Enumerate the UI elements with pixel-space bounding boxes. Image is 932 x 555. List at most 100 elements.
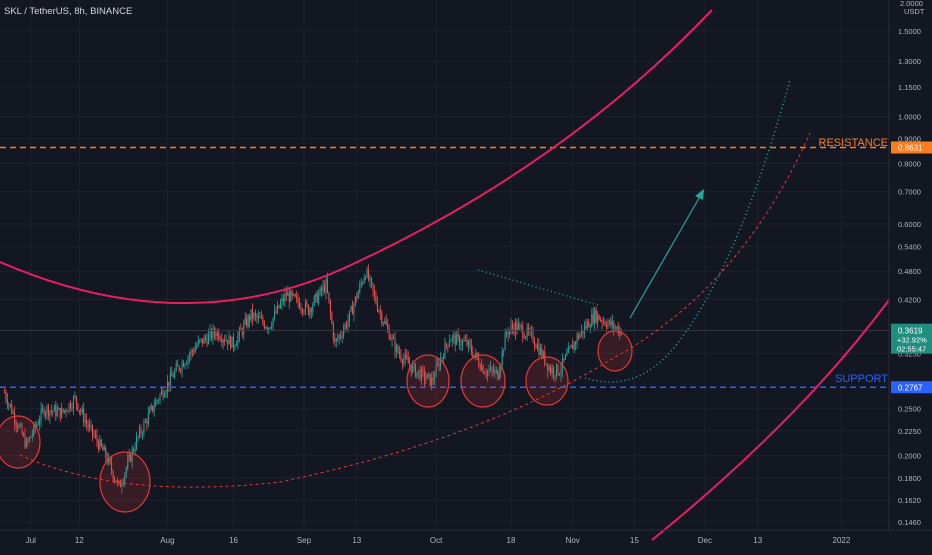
candle-body [171, 373, 173, 377]
candle-body [312, 305, 314, 312]
candle-body [391, 337, 393, 340]
candle-body [462, 340, 464, 345]
x-tick-label: Nov [566, 536, 580, 545]
candle-body [5, 392, 7, 400]
lower-arc [651, 299, 890, 541]
candle-body [395, 346, 397, 352]
candle-body [558, 374, 560, 376]
candle-body [331, 313, 333, 324]
candle-body [326, 279, 328, 293]
x-tick-label: Aug [160, 536, 174, 545]
candle-body [213, 328, 215, 334]
candle-body [130, 454, 132, 462]
candle-body [203, 336, 205, 344]
candle-body [403, 358, 405, 364]
candle-body [246, 318, 248, 327]
candle-body [444, 343, 446, 359]
candle-body [322, 285, 324, 291]
candle-body [136, 436, 138, 449]
candle-body [363, 278, 365, 283]
candle-body [122, 481, 124, 485]
candle-body [588, 321, 590, 328]
candle-body [150, 405, 152, 409]
candle-body [393, 337, 395, 339]
top-price-tick: 2.0000 [900, 0, 923, 8]
candle-body [601, 320, 603, 323]
candle-body [522, 326, 524, 338]
candle-body [351, 306, 353, 315]
candle-body [165, 391, 167, 395]
last-price-badge-bg [891, 323, 932, 354]
y-tick-label: 0.5400 [898, 242, 921, 251]
candle-body [221, 340, 223, 343]
candle-body [489, 367, 491, 371]
candle-body [310, 308, 312, 312]
candle-body [431, 377, 433, 386]
candle-body [576, 335, 578, 344]
candle-body [47, 406, 49, 417]
x-tick-label: 15 [630, 536, 639, 545]
candle-body [253, 313, 255, 319]
candle-body [419, 370, 421, 380]
candle-body [435, 364, 437, 377]
currency-unit: USDT [904, 7, 925, 16]
candle-body [617, 326, 619, 334]
candle-body [575, 342, 577, 344]
candle-body [401, 359, 403, 364]
candle-body [578, 335, 580, 339]
highlight-circle [597, 330, 633, 372]
candle-body [128, 454, 130, 460]
candle-body [33, 424, 35, 435]
candle-body [45, 412, 47, 415]
candle-body [227, 340, 229, 345]
candle-body [328, 292, 330, 302]
candle-body [155, 400, 157, 407]
y-tick-label: 0.2250 [898, 427, 921, 436]
symbol-title: SKL / TetherUS, 8h, BINANCE [4, 6, 132, 17]
candle-body [190, 350, 192, 355]
candle-body [90, 425, 92, 427]
candle-body [259, 316, 261, 319]
x-tick-label: 13 [352, 536, 361, 545]
candle-body [243, 323, 245, 335]
candle-body [266, 327, 268, 330]
support-label: SUPPORT [835, 373, 888, 385]
candle-body [359, 284, 361, 292]
candle-body [114, 478, 116, 481]
candle-body [453, 335, 455, 337]
candle-body [212, 328, 214, 339]
candle-body [247, 316, 249, 327]
y-tick-label: 0.2500 [898, 405, 921, 414]
candle-body [74, 396, 76, 398]
candle-body [382, 322, 384, 324]
candle-body [225, 340, 227, 342]
candle-body [46, 406, 48, 413]
candle-body [146, 421, 148, 425]
y-tick-label: 0.3250 [898, 349, 921, 358]
x-tick-label: 16 [229, 536, 238, 545]
highlight-circle [0, 415, 41, 469]
candle-body [50, 410, 52, 412]
candle-body [3, 392, 5, 394]
drawings [0, 9, 890, 541]
candle-body [520, 325, 522, 327]
candle-body [307, 305, 309, 315]
candle-body [72, 397, 74, 409]
resistance-label: RESISTANCE [819, 137, 888, 149]
candle-body [495, 370, 497, 372]
candle-body [102, 446, 104, 451]
candle-body [20, 425, 22, 427]
candle-body [106, 457, 108, 463]
candle-body [494, 370, 496, 373]
candle-body [99, 439, 101, 450]
candle-body [613, 321, 615, 329]
candle-body [573, 342, 575, 350]
candle-body [509, 330, 511, 335]
candle-body [262, 317, 264, 323]
candle-body [313, 296, 315, 306]
candle-body [404, 354, 406, 359]
candle-body [491, 367, 493, 371]
candle-body [378, 310, 380, 312]
